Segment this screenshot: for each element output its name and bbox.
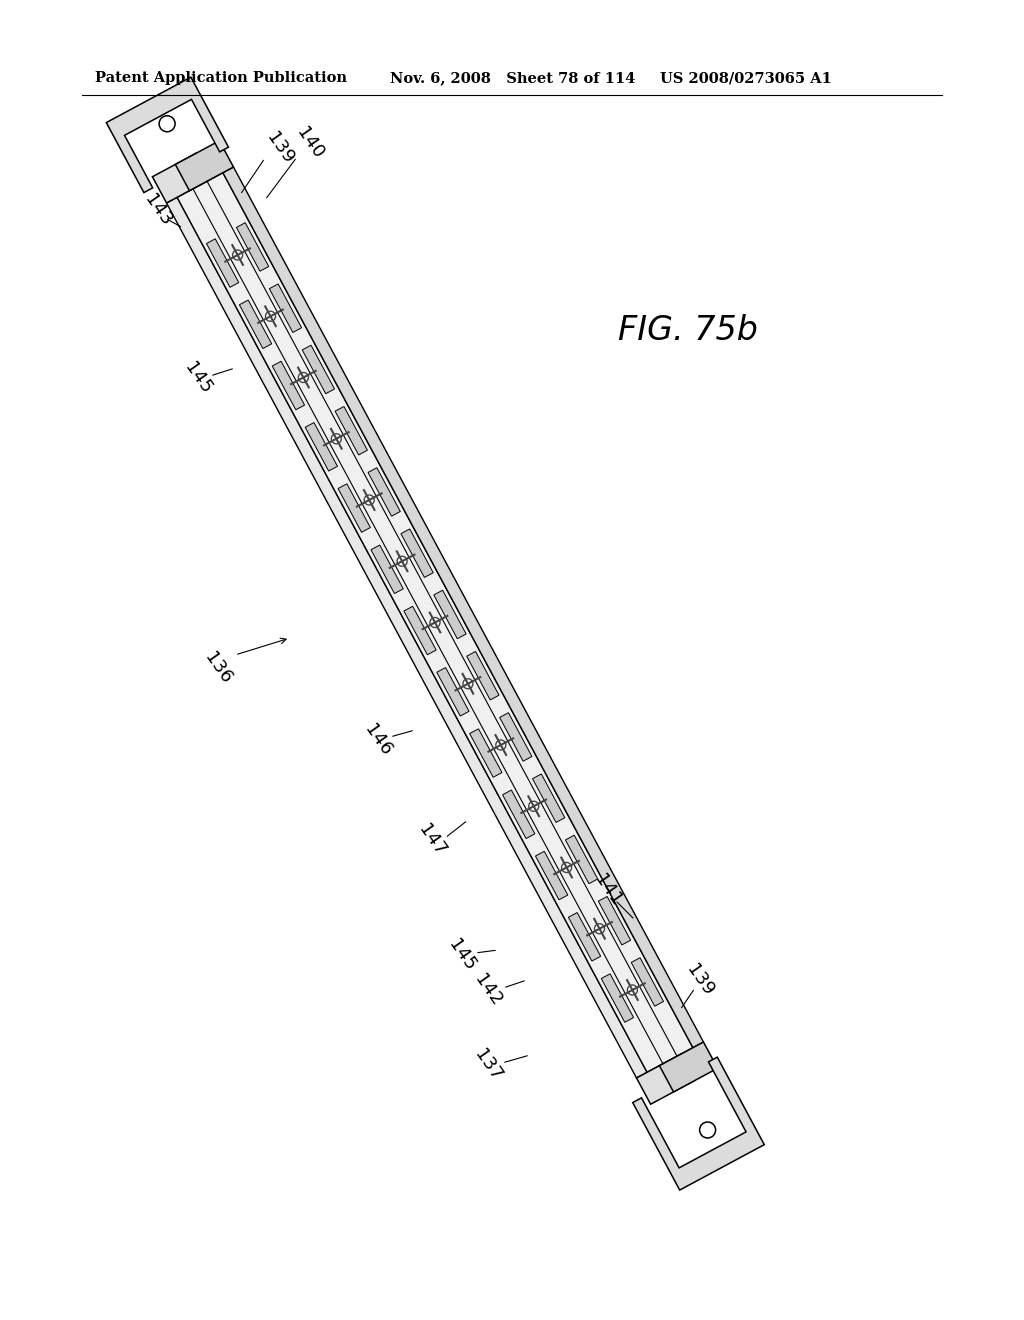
Polygon shape — [470, 729, 502, 777]
Polygon shape — [167, 197, 647, 1078]
Text: 137: 137 — [471, 1045, 505, 1084]
Circle shape — [496, 741, 506, 750]
Polygon shape — [338, 484, 371, 532]
Text: FIG. 75b: FIG. 75b — [618, 314, 758, 346]
Polygon shape — [633, 1057, 764, 1191]
Polygon shape — [568, 912, 601, 961]
Circle shape — [430, 618, 440, 627]
Polygon shape — [467, 652, 499, 700]
Text: 145: 145 — [181, 359, 215, 397]
Text: 143: 143 — [140, 191, 175, 230]
Polygon shape — [272, 362, 304, 409]
Circle shape — [628, 985, 637, 995]
Polygon shape — [631, 958, 664, 1006]
Text: 139: 139 — [683, 961, 717, 999]
Text: 146: 146 — [360, 721, 395, 759]
Polygon shape — [153, 153, 211, 203]
Text: Nov. 6, 2008   Sheet 78 of 114: Nov. 6, 2008 Sheet 78 of 114 — [390, 71, 635, 84]
Polygon shape — [434, 590, 466, 639]
Polygon shape — [305, 422, 338, 471]
Text: 142: 142 — [471, 970, 505, 1010]
Polygon shape — [240, 300, 271, 348]
Polygon shape — [500, 713, 531, 762]
Polygon shape — [269, 284, 302, 333]
Circle shape — [699, 1122, 716, 1138]
Polygon shape — [177, 173, 693, 1072]
Circle shape — [528, 801, 539, 812]
Text: 140: 140 — [293, 124, 327, 162]
Text: 145: 145 — [444, 936, 479, 974]
Polygon shape — [237, 223, 268, 271]
Circle shape — [265, 312, 275, 321]
Polygon shape — [371, 545, 403, 594]
Polygon shape — [637, 1055, 694, 1105]
Circle shape — [463, 678, 473, 689]
Text: 136: 136 — [201, 649, 236, 688]
Circle shape — [397, 556, 408, 566]
Circle shape — [561, 862, 571, 873]
Polygon shape — [601, 974, 634, 1022]
Polygon shape — [403, 606, 436, 655]
Circle shape — [159, 116, 175, 132]
Polygon shape — [536, 851, 567, 900]
Circle shape — [232, 249, 243, 260]
Polygon shape — [302, 346, 335, 393]
Polygon shape — [659, 1041, 718, 1092]
Circle shape — [595, 924, 604, 933]
Polygon shape — [565, 836, 598, 883]
Text: Patent Application Publication: Patent Application Publication — [95, 71, 347, 84]
Polygon shape — [503, 791, 535, 838]
Polygon shape — [175, 141, 233, 190]
Polygon shape — [532, 774, 565, 822]
Polygon shape — [401, 529, 433, 577]
Text: US 2008/0273065 A1: US 2008/0273065 A1 — [660, 71, 831, 84]
Polygon shape — [437, 668, 469, 715]
Circle shape — [298, 372, 308, 383]
Polygon shape — [207, 239, 239, 288]
Polygon shape — [223, 168, 703, 1048]
Circle shape — [332, 434, 341, 444]
Polygon shape — [368, 467, 400, 516]
Text: 141: 141 — [591, 871, 626, 909]
Text: 147: 147 — [415, 821, 450, 859]
Polygon shape — [335, 407, 368, 455]
Circle shape — [365, 495, 374, 506]
Polygon shape — [598, 896, 631, 945]
Polygon shape — [106, 77, 228, 193]
Text: 139: 139 — [263, 129, 297, 168]
